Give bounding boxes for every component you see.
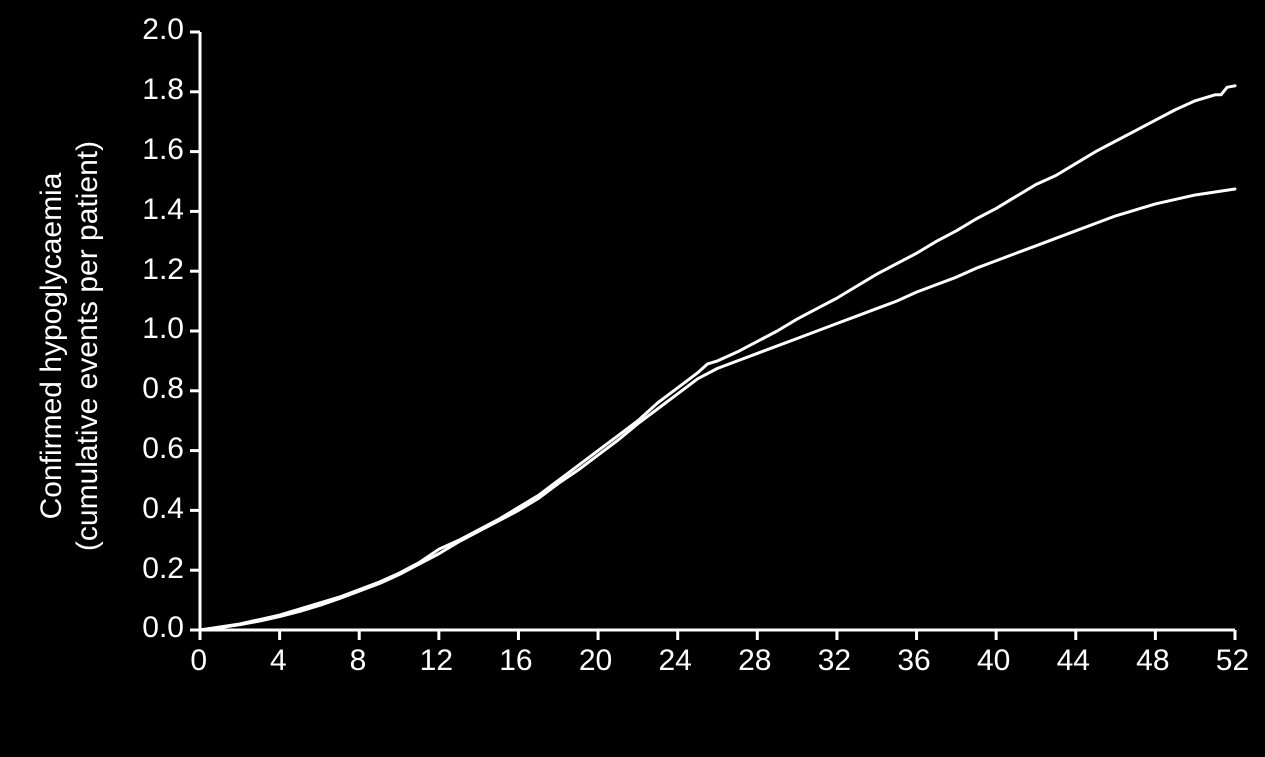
chart-container: Confirmed hypoglycaemia (cumulative even… <box>0 0 1265 757</box>
y-tick-label: 1.2 <box>142 253 184 287</box>
y-tick-label: 1.6 <box>142 133 184 167</box>
x-tick-label: 52 <box>1216 644 1249 678</box>
x-tick-label: 48 <box>1136 644 1169 678</box>
x-tick-label: 0 <box>190 644 207 678</box>
y-tick-label: 2.0 <box>142 13 184 47</box>
y-tick-label: 0.0 <box>142 611 184 645</box>
y-tick-label: 0.4 <box>142 492 184 526</box>
y-tick-label: 0.6 <box>142 432 184 466</box>
x-tick-label: 8 <box>350 644 367 678</box>
x-tick-label: 32 <box>818 644 851 678</box>
y-tick-label: 1.4 <box>142 193 184 227</box>
x-tick-label: 20 <box>579 644 612 678</box>
x-tick-label: 36 <box>897 644 930 678</box>
y-tick-label: 0.8 <box>142 372 184 406</box>
x-tick-label: 44 <box>1057 644 1090 678</box>
y-tick-label: 0.2 <box>142 552 184 586</box>
series-lower <box>200 189 1235 630</box>
x-tick-label: 12 <box>420 644 453 678</box>
x-tick-label: 40 <box>977 644 1010 678</box>
x-tick-label: 28 <box>738 644 771 678</box>
x-tick-label: 16 <box>499 644 532 678</box>
x-tick-label: 24 <box>658 644 691 678</box>
y-tick-label: 1.8 <box>142 73 184 107</box>
series-upper <box>200 86 1235 630</box>
x-tick-label: 4 <box>270 644 287 678</box>
y-tick-label: 1.0 <box>142 312 184 346</box>
